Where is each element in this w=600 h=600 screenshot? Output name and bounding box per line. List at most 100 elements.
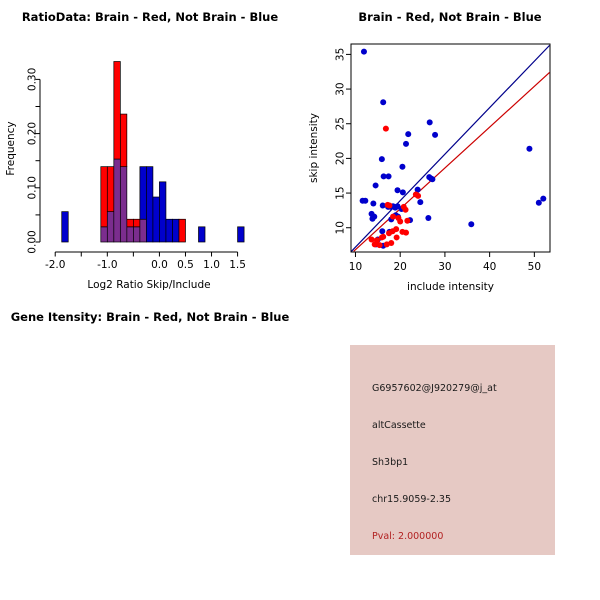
x-axis-tick-label: 0.0 — [151, 259, 168, 271]
histogram-bar — [152, 196, 160, 243]
scatter-point — [379, 202, 386, 209]
histogram-bar — [133, 218, 141, 228]
scatter-point — [399, 163, 406, 170]
histogram-bar — [61, 211, 69, 243]
histogram-bar — [126, 218, 134, 228]
scatter-point — [402, 206, 409, 213]
histogram-bar-overlap — [119, 166, 128, 243]
y-axis-tick-label: 0.20 — [27, 122, 39, 145]
x-axis-tick-label: 30 — [438, 261, 451, 273]
y-axis-tick-label: 0.00 — [27, 230, 39, 253]
histogram-bar — [106, 166, 115, 212]
scatter-point — [380, 99, 387, 106]
scatter-point — [382, 125, 389, 132]
x-axis-tick-label: 0.5 — [177, 259, 194, 271]
histogram-bar — [178, 218, 186, 243]
pval-text: Pval: 2.000000 — [372, 531, 444, 542]
scatter-point — [393, 234, 400, 241]
scatter-point — [414, 186, 421, 193]
scatter-point — [415, 192, 422, 199]
y-axis-tick-label: 15 — [335, 186, 347, 199]
x-axis-title: include intensity — [407, 281, 494, 293]
x-axis-tick-label: -1.0 — [97, 259, 118, 271]
event-type-text: altCassette — [372, 420, 426, 431]
histogram-bars — [61, 61, 245, 243]
scatter-series — [368, 125, 422, 249]
y-axis-tick-label: 20 — [335, 152, 347, 165]
panel-info: G6957602@J920279@j_at altCassette Sh3bp1… — [300, 300, 600, 600]
scatter-point — [390, 213, 397, 220]
scatter-point — [394, 187, 401, 194]
scatter-point — [386, 230, 393, 237]
x-axis-tick-label: 20 — [394, 261, 407, 273]
y-axis-title: Frequency — [5, 121, 17, 175]
histogram-bar — [139, 166, 147, 220]
histogram-bar-overlap — [126, 226, 134, 243]
scatter-point — [404, 217, 411, 224]
scatter-title: Brain - Red, Not Brain - Blue — [358, 10, 542, 24]
x-axis-tick-label: -2.0 — [45, 259, 66, 271]
x-axis-tick-label: 1.0 — [203, 259, 220, 271]
histogram-bar — [198, 226, 206, 243]
scatter-plot: 10 20 30 40 50 10 15 20 25 30 35 include intensity s… — [308, 43, 551, 293]
scatter-point — [388, 239, 395, 246]
scatter-point — [371, 241, 378, 248]
scatter-point — [368, 236, 375, 243]
scatter-point — [376, 242, 383, 249]
scatter-point — [385, 173, 392, 180]
scatter-point — [403, 229, 410, 236]
scatter-point — [370, 200, 377, 207]
plot-area — [351, 44, 550, 252]
histogram-bar — [172, 218, 180, 243]
x-axis-tick-label: 40 — [483, 261, 496, 273]
panel-ratio-histogram: RatioData: Brain - Red, Not Brain - Blue… — [0, 0, 300, 300]
gene-histogram-title: Gene Itensity: Brain - Red, Not Brain - … — [10, 310, 290, 324]
info-box: G6957602@J920279@j_at altCassette Sh3bp1… — [350, 345, 555, 555]
y-axis-title: skip intensity — [308, 113, 320, 183]
scatter-point — [425, 215, 432, 222]
histogram-bar — [237, 226, 245, 243]
scatter-point — [372, 182, 379, 189]
y-axis-tick-label: 0.10 — [27, 176, 39, 199]
y-axis-tick-label: 30 — [335, 82, 347, 95]
scatter-point — [378, 156, 385, 163]
x-axis-tick-label: 10 — [349, 261, 362, 273]
ratio-histogram-title: RatioData: Brain - Red, Not Brain - Blue — [21, 10, 279, 24]
scatter-point — [386, 202, 393, 209]
scatter-point — [399, 189, 406, 196]
scatter-point — [362, 197, 369, 204]
scatter-point — [379, 228, 386, 235]
y-axis-tick-label: 0.30 — [27, 68, 39, 91]
histogram-bar-overlap — [139, 218, 147, 243]
histogram-bar-overlap — [113, 158, 121, 243]
scatter-point — [417, 199, 424, 206]
location-text: chr15.9059-2.35 — [372, 494, 452, 505]
scatter-point — [397, 218, 404, 225]
scatter-point — [526, 145, 533, 152]
histogram-bar-overlap — [100, 226, 108, 243]
scatter-point — [405, 131, 412, 138]
panel-gene-histogram: Gene Itensity: Brain - Red, Not Brain - … — [0, 300, 300, 600]
gene-histogram-plot: 10203040506070800.000.100.200.30Intensit… — [0, 300, 300, 600]
y-axis-tick-label: 35 — [335, 48, 347, 61]
x-axis-tick-label: 50 — [528, 261, 541, 273]
histogram-bar — [165, 218, 173, 243]
x-axis-tick-label: 1.5 — [229, 259, 246, 271]
y-axis-tick-label: 25 — [335, 117, 347, 130]
reference-line-fit-red — [353, 71, 550, 252]
scatter-point — [535, 199, 542, 206]
histogram-bar — [119, 113, 128, 168]
probe-id-text: G6957602@J920279@j_at — [372, 383, 497, 394]
plot-frame — [350, 43, 551, 253]
scatter-point — [360, 48, 367, 55]
histogram-bar — [100, 166, 108, 228]
scatter-point — [426, 119, 433, 126]
axes: 10 20 30 40 50 10 15 20 25 30 35 — [335, 48, 541, 273]
y-axis-tick-label: 10 — [335, 221, 347, 234]
scatter-point — [540, 195, 547, 202]
scatter-point — [432, 131, 439, 138]
gene-symbol-text: Sh3bp1 — [372, 457, 409, 468]
scatter-point — [468, 221, 475, 228]
scatter-point — [380, 173, 387, 180]
